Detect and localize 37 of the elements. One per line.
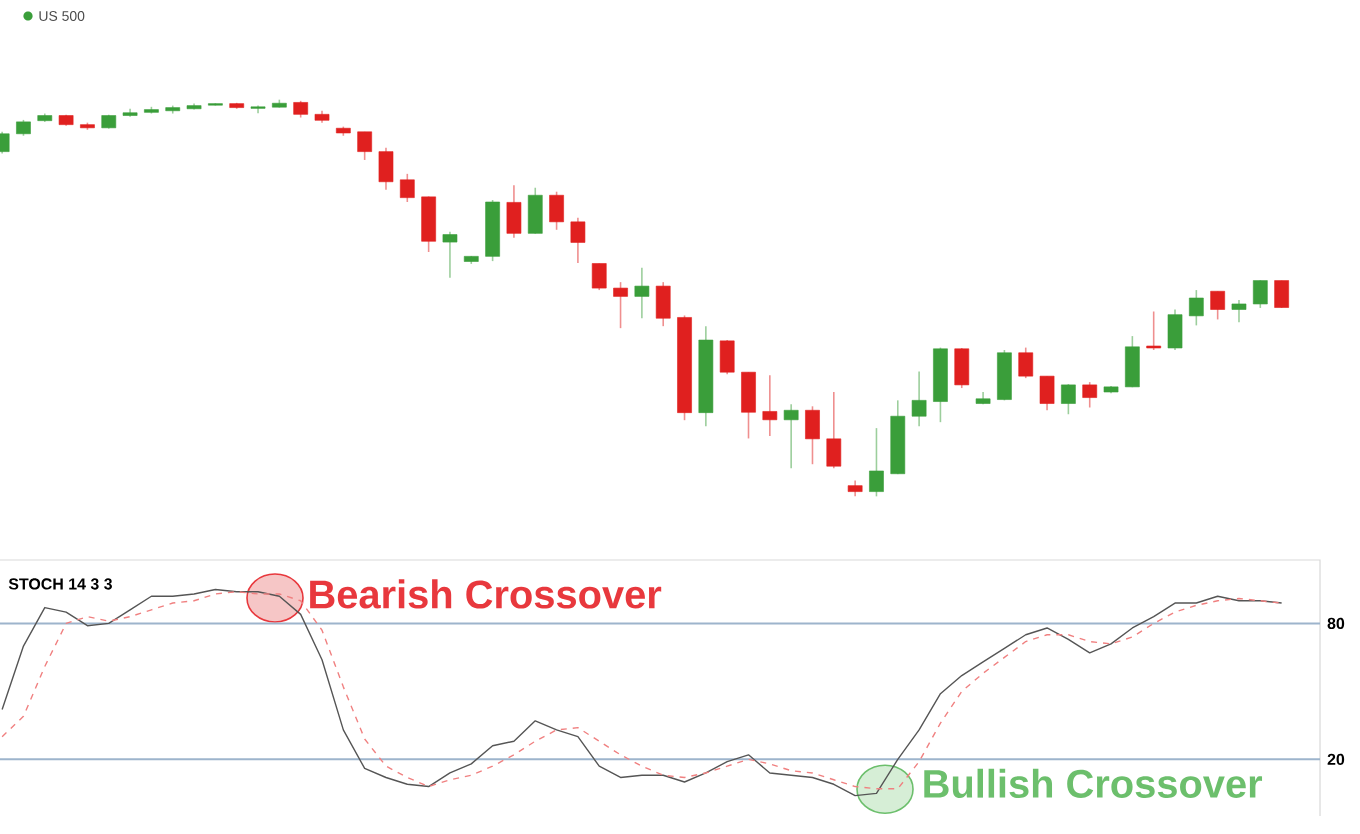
candlestick	[655, 281, 671, 327]
candlestick	[634, 267, 650, 320]
annotation: Bullish Crossover	[924, 768, 1263, 798]
candlestick	[1189, 289, 1204, 327]
annotation: Bearish Crossover	[310, 579, 662, 609]
candlestick	[869, 427, 884, 498]
candlestick	[1061, 383, 1076, 416]
candlestick	[1210, 290, 1225, 321]
candlestick	[506, 184, 522, 239]
candlestick	[527, 186, 543, 235]
candlestick	[954, 347, 970, 389]
candlestick	[421, 195, 436, 253]
candlestick	[719, 339, 735, 375]
candlestick	[1125, 335, 1140, 389]
candlestick	[741, 371, 756, 440]
candlestick	[762, 374, 778, 437]
candlestick	[1231, 299, 1247, 324]
candlestick	[1082, 381, 1098, 409]
candlestick	[911, 370, 927, 427]
candlestick	[378, 146, 394, 191]
candlestick	[805, 405, 820, 466]
candlestick	[591, 262, 607, 291]
candlestick	[357, 131, 372, 161]
candlestick	[549, 190, 564, 231]
candlestick	[783, 403, 799, 469]
candlestick	[997, 349, 1012, 402]
candlestick	[1274, 279, 1289, 309]
candlestick	[1039, 375, 1055, 412]
candlestick	[1146, 310, 1162, 351]
candlestick	[399, 173, 415, 203]
candlestick	[1167, 308, 1183, 351]
candlestick	[570, 217, 586, 264]
candlestick	[1252, 279, 1268, 309]
candlestick	[826, 391, 842, 469]
candlestick	[613, 281, 628, 329]
candlestick	[1018, 346, 1034, 379]
candlestick	[442, 230, 458, 279]
